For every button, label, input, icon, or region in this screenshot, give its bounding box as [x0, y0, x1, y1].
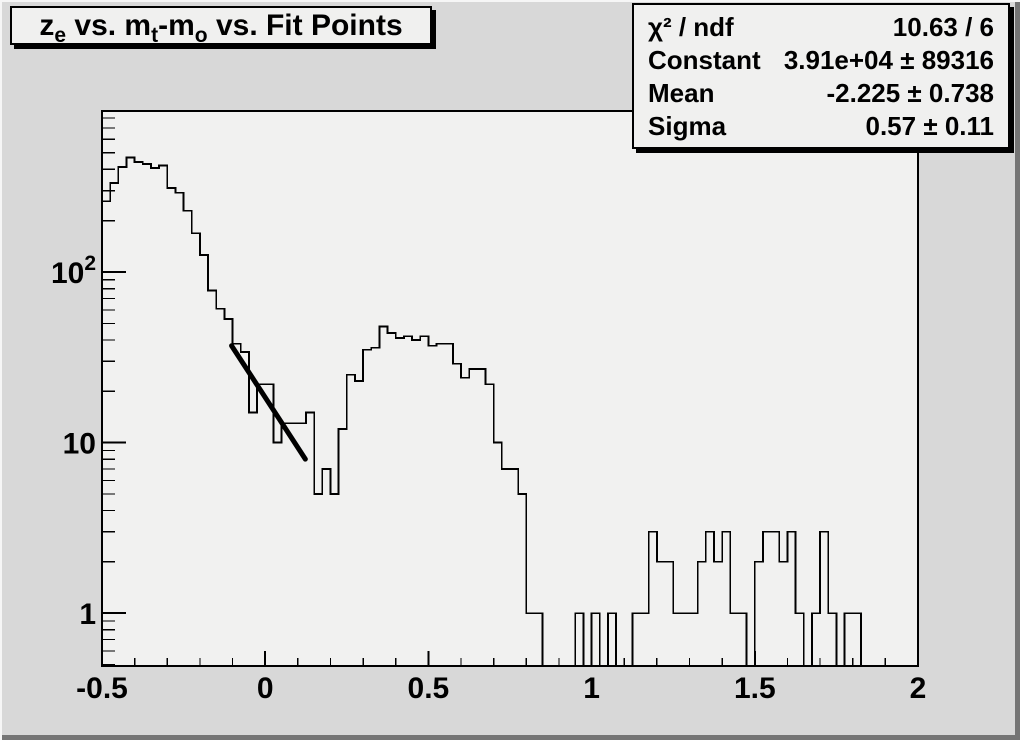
stat-value: 3.91e+04 ± 89316 [783, 44, 994, 75]
x-axis-tick-label: 0 [257, 672, 274, 705]
histogram-line [102, 156, 918, 667]
title-box[interactable]: ze vs. mt-mo vs. Fit Points [10, 6, 432, 47]
y-axis-tick-label: 10 [63, 428, 96, 461]
stat-label: Constant [648, 44, 761, 75]
title-subscript: t [151, 23, 159, 47]
title-subscript: e [54, 23, 67, 47]
y-axis-tick-label: 102 [51, 252, 96, 290]
stat-row: χ² / ndf 10.63 / 6 [648, 11, 994, 43]
stat-label: χ² / ndf [648, 11, 734, 42]
x-axis-tick-label: 1 [583, 672, 600, 705]
plot-frame-border [101, 110, 919, 667]
stat-label: Sigma [648, 110, 727, 141]
x-axis-tick-label: 1.5 [734, 672, 776, 705]
y-axis-tick-label: 1 [79, 598, 96, 631]
title-subscript: o [194, 23, 208, 47]
stat-value: -2.225 ± 0.738 [826, 77, 994, 108]
title-text-segment: vs. m [66, 8, 152, 42]
title-text-segment: vs. Fit Points [207, 8, 403, 42]
stat-value: 10.63 / 6 [892, 11, 994, 42]
stat-value: 0.57 ± 0.11 [865, 110, 995, 141]
stats-box[interactable]: χ² / ndf 10.63 / 6 Constant 3.91e+04 ± 8931… [632, 3, 1010, 149]
x-axis-tick-label: 2 [910, 672, 927, 705]
stat-row: Sigma 0.57 ± 0.11 [648, 110, 994, 142]
title-text-segment: z [39, 8, 55, 42]
plot-frame-background [102, 111, 918, 666]
page-title: ze vs. mt-mo vs. Fit Points [39, 8, 403, 47]
x-axis-tick-label: 0.5 [408, 672, 450, 705]
stat-row: Mean -2.225 ± 0.738 [648, 77, 994, 109]
stat-label: Mean [648, 77, 715, 108]
x-axis-tick-label: -0.5 [76, 672, 128, 705]
title-text-segment: -m [158, 8, 195, 42]
stat-row: Constant 3.91e+04 ± 89316 [648, 44, 994, 76]
fit-line [229, 343, 308, 462]
